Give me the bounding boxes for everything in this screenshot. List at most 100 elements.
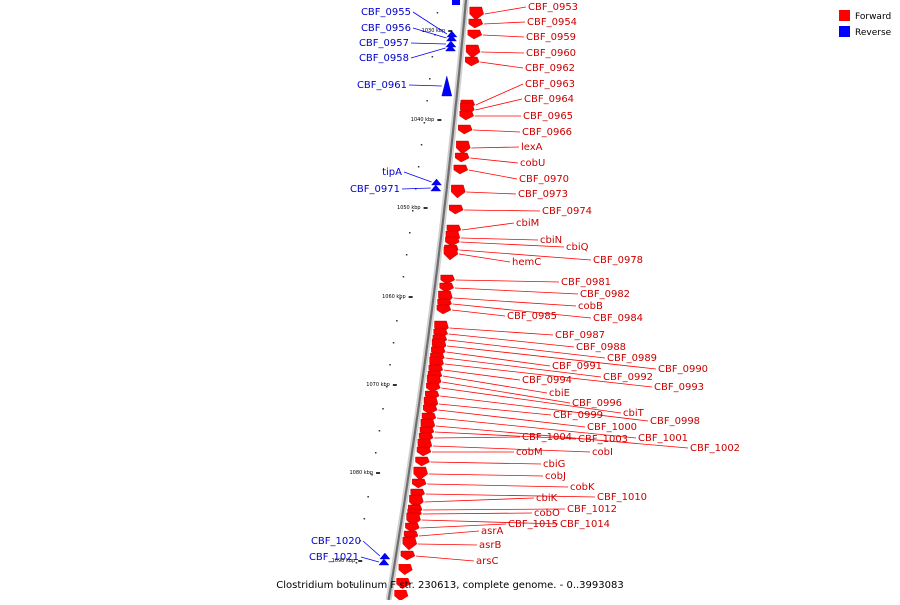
forward-gene-label[interactable]: CBF_0982 (580, 289, 630, 300)
forward-gene-label[interactable]: CBF_0985 (507, 311, 557, 322)
forward-gene-arrow[interactable] (426, 382, 441, 393)
forward-gene-label[interactable]: cobJ (545, 471, 566, 482)
forward-gene-label[interactable]: cbiQ (566, 242, 589, 253)
forward-gene-label[interactable]: CBF_0964 (524, 94, 574, 105)
forward-gene-label[interactable]: cbiK (536, 493, 558, 504)
forward-gene-arrow[interactable] (398, 564, 413, 575)
forward-gene-label[interactable]: CBF_1014 (560, 519, 610, 530)
forward-gene-label[interactable]: CBF_0993 (654, 382, 704, 393)
reverse-gene-arrow[interactable] (446, 34, 457, 42)
forward-gene-label[interactable]: CBF_0996 (572, 398, 622, 409)
forward-gene-label[interactable]: CBF_0973 (518, 189, 568, 200)
forward-gene-arrow[interactable] (423, 404, 438, 415)
forward-gene-label[interactable]: CBF_1012 (567, 504, 617, 515)
forward-gene-label[interactable]: CBF_0981 (561, 277, 611, 288)
reverse-gene-label[interactable]: CBF_0955 (361, 7, 411, 18)
forward-gene-label[interactable]: CBF_1015 (508, 519, 558, 530)
forward-gene-arrow[interactable] (456, 140, 471, 155)
forward-gene-label[interactable]: arsC (476, 556, 498, 567)
forward-gene-arrow[interactable] (439, 282, 454, 293)
reverse-gene-label[interactable]: CBF_1020 (311, 536, 361, 547)
forward-gene-label[interactable]: CBF_1002 (690, 443, 740, 454)
forward-gene-arrow[interactable] (396, 578, 411, 589)
forward-gene-arrow[interactable] (445, 236, 460, 247)
forward-gene-label[interactable]: asrA (481, 526, 503, 537)
reverse-gene-label[interactable]: CBF_0971 (350, 184, 400, 195)
reverse-gene-arrow[interactable] (431, 178, 442, 186)
forward-gene-arrow[interactable] (468, 18, 484, 29)
forward-gene-label[interactable]: CBF_0960 (526, 48, 576, 59)
forward-gene-label[interactable]: CBF_0954 (527, 17, 577, 28)
forward-gene-label[interactable]: CBF_0999 (553, 410, 603, 421)
forward-gene-arrow[interactable] (449, 204, 464, 215)
forward-gene-arrow[interactable] (413, 466, 428, 481)
forward-gene-label[interactable]: cbiG (543, 459, 565, 470)
reverse-gene-label[interactable]: CBF_0961 (357, 80, 407, 91)
reverse-gene-arrow[interactable] (430, 184, 442, 192)
forward-gene-label[interactable]: CBF_0963 (525, 79, 575, 90)
forward-gene-label[interactable]: CBF_0988 (576, 342, 626, 353)
forward-gene-label[interactable]: CBF_0998 (650, 416, 700, 427)
forward-gene-label[interactable]: cobO (534, 508, 560, 519)
forward-gene-label[interactable]: cobB (578, 301, 603, 312)
forward-gene-label[interactable]: CBF_1000 (587, 422, 637, 433)
forward-gene-label[interactable]: cbiT (623, 408, 645, 419)
forward-gene-label[interactable]: CBF_0978 (593, 255, 643, 266)
reverse-gene-label[interactable]: CBF_1021 (309, 552, 359, 563)
forward-gene-arrow[interactable] (458, 124, 473, 135)
forward-gene-arrow[interactable] (436, 304, 452, 315)
forward-gene-label[interactable]: CBF_0992 (603, 372, 653, 383)
forward-gene-label[interactable]: CBF_0965 (523, 111, 573, 122)
forward-gene-label[interactable]: CBF_0990 (658, 364, 708, 375)
forward-gene-label[interactable]: CBF_0953 (528, 2, 578, 13)
forward-gene-label[interactable]: CBF_0974 (542, 206, 592, 217)
forward-gene-label[interactable]: CBF_1001 (638, 433, 688, 444)
forward-gene-label[interactable]: cobM (516, 447, 543, 458)
forward-gene-arrow[interactable] (440, 274, 455, 285)
reverse-gene-label[interactable]: CBF_0957 (359, 38, 409, 49)
forward-gene-arrow[interactable] (394, 590, 409, 601)
forward-gene-arrow[interactable] (412, 478, 427, 489)
forward-gene-label[interactable]: CBF_0959 (526, 32, 576, 43)
reverse-gene-arrow[interactable] (452, 0, 460, 5)
forward-gene-label[interactable]: CBF_0987 (555, 330, 605, 341)
forward-gene-arrow[interactable] (405, 522, 420, 533)
reverse-gene-arrow[interactable] (379, 552, 391, 560)
forward-gene-arrow[interactable] (443, 246, 459, 261)
forward-gene-label[interactable]: cobU (520, 158, 545, 169)
forward-gene-arrow[interactable] (402, 536, 418, 551)
forward-gene-arrow[interactable] (459, 110, 474, 121)
forward-gene-label[interactable]: CBF_0970 (519, 174, 569, 185)
forward-gene-arrow[interactable] (469, 6, 484, 21)
reverse-gene-label[interactable]: CBF_0958 (359, 53, 409, 64)
forward-gene-label[interactable]: lexA (521, 142, 543, 153)
forward-gene-label[interactable]: CBF_1010 (597, 492, 647, 503)
forward-gene-label[interactable]: CBF_1003 (578, 434, 628, 445)
reverse-gene-arrow[interactable] (445, 44, 456, 52)
forward-gene-arrow[interactable] (451, 184, 466, 199)
forward-gene-label[interactable]: CBF_1004 (522, 432, 572, 443)
forward-gene-label[interactable]: CBF_0984 (593, 313, 643, 324)
forward-gene-label[interactable]: CBF_0966 (522, 127, 572, 138)
forward-gene-arrow[interactable] (400, 550, 416, 561)
reverse-gene-label[interactable]: tipA (382, 167, 402, 178)
forward-gene-arrow[interactable] (415, 456, 430, 467)
forward-gene-label[interactable]: cbiM (516, 218, 539, 229)
forward-gene-arrow[interactable] (465, 44, 481, 59)
forward-gene-arrow[interactable] (467, 29, 483, 40)
forward-gene-arrow[interactable] (416, 446, 432, 457)
forward-gene-label[interactable]: CBF_0994 (522, 375, 572, 386)
forward-gene-label[interactable]: CBF_0962 (525, 63, 575, 74)
reverse-gene-arrow[interactable] (378, 558, 390, 566)
forward-gene-label[interactable]: cbiN (540, 235, 562, 246)
forward-gene-arrow[interactable] (455, 152, 470, 163)
forward-gene-label[interactable]: CBF_0991 (552, 361, 602, 372)
forward-gene-label[interactable]: cobK (570, 482, 595, 493)
reverse-gene-arrow[interactable] (441, 75, 453, 97)
forward-gene-label[interactable]: CBF_0989 (607, 353, 657, 364)
forward-gene-label[interactable]: asrB (479, 540, 501, 551)
forward-gene-label[interactable]: hemC (512, 257, 541, 268)
forward-gene-arrow[interactable] (465, 56, 480, 67)
forward-gene-label[interactable]: cobI (592, 447, 613, 458)
forward-gene-arrow[interactable] (453, 164, 469, 175)
